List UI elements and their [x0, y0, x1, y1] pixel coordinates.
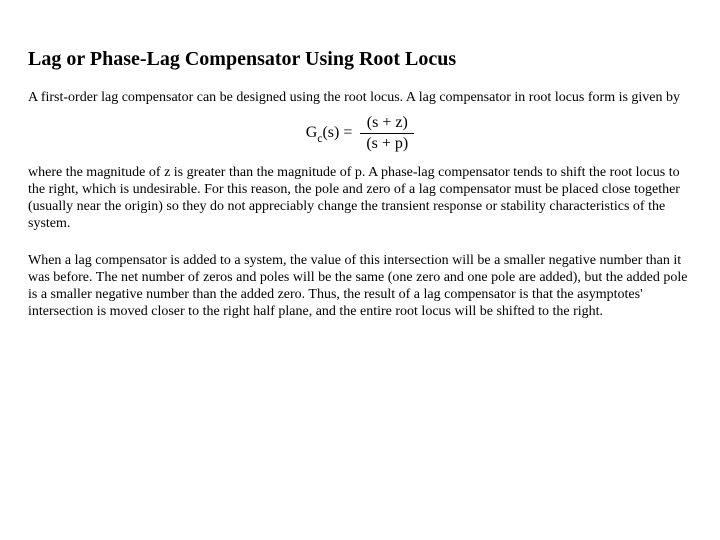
equation-numerator: (s + z) — [361, 114, 414, 133]
equation-block: Gc(s) = (s + z) (s + p) — [28, 114, 692, 154]
page-title: Lag or Phase-Lag Compensator Using Root … — [28, 48, 692, 71]
explanation-paragraph: where the magnitude of z is greater than… — [28, 164, 692, 232]
paragraph-spacer — [28, 240, 692, 252]
intro-paragraph: A first-order lag compensator can be des… — [28, 89, 692, 106]
eq-arg-equals: (s) = — [322, 124, 352, 141]
equation-fraction: (s + z) (s + p) — [360, 114, 414, 154]
document-body: Lag or Phase-Lag Compensator Using Root … — [0, 0, 720, 356]
equation-denominator: (s + p) — [360, 133, 414, 153]
equation: Gc(s) = (s + z) (s + p) — [306, 114, 415, 154]
eq-symbol-G: G — [306, 124, 318, 141]
eq-subscript-c: c — [317, 133, 322, 145]
equation-lhs: Gc(s) = — [306, 124, 353, 144]
conclusion-paragraph: When a lag compensator is added to a sys… — [28, 252, 692, 320]
